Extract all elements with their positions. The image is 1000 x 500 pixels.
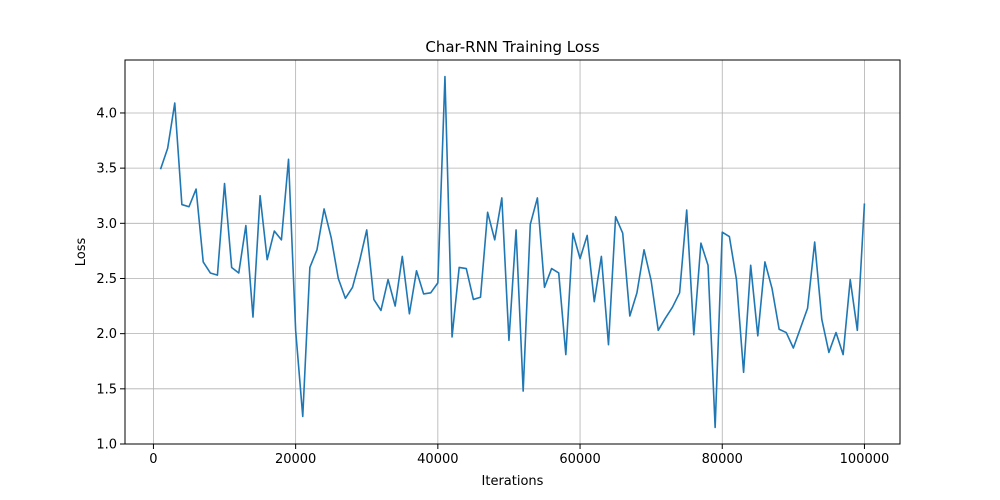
x-tick-label: 60000 [559,452,600,467]
x-tick-label: 80000 [702,452,743,467]
x-tick-label: 20000 [275,452,316,467]
y-tick-label: 4.0 [96,106,117,121]
y-tick-label: 2.5 [96,272,117,287]
x-axis-label: Iterations [482,474,544,489]
chart-title: Char-RNN Training Loss [425,38,599,56]
loss-series-line [159,75,866,429]
plot-frame [124,59,901,445]
y-tick-label: 2.0 [96,327,117,342]
y-tick-label: 1.5 [96,382,117,397]
x-tick-label: 40000 [417,452,458,467]
y-tick-label: 3.0 [96,217,117,232]
y-axis-label: Loss [74,238,89,267]
x-axis-ticks: 0 20000 40000 60000 80000 100000 [149,444,889,467]
y-tick-label: 1.0 [96,438,117,453]
y-axis-ticks: 1.0 1.5 2.0 2.5 3.0 3.5 4.0 [96,106,125,453]
x-tick-label: 0 [149,452,157,467]
series-layer [159,75,866,429]
x-tick-label: 100000 [840,452,890,467]
y-tick-label: 3.5 [96,162,117,177]
